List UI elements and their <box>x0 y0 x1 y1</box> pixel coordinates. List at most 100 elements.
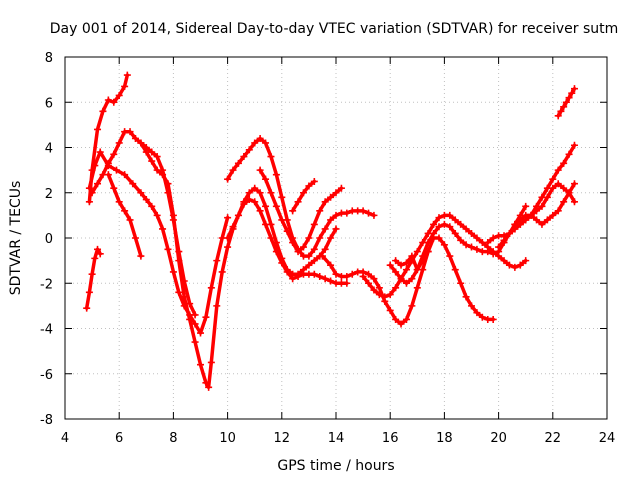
data-point <box>435 234 443 242</box>
data-point <box>164 180 172 188</box>
x-tick-label: 6 <box>115 431 123 446</box>
data-point <box>327 277 335 285</box>
data-point <box>148 202 156 210</box>
data-point <box>245 189 253 197</box>
data-point <box>186 315 194 323</box>
y-tick-label: -8 <box>40 413 53 428</box>
data-point <box>570 180 578 188</box>
data-point <box>191 320 199 328</box>
data-point <box>538 202 546 210</box>
data-point <box>365 209 373 217</box>
data-point <box>197 361 204 369</box>
data-point <box>500 232 508 240</box>
data-point <box>207 284 215 292</box>
y-tick-label: 2 <box>45 187 53 202</box>
x-tick-label: 12 <box>274 431 291 446</box>
data-point <box>299 189 307 197</box>
data-point <box>278 216 286 224</box>
data-point <box>554 166 562 174</box>
data-point <box>543 216 551 224</box>
x-tick-label: 4 <box>61 431 69 446</box>
data-point <box>359 207 367 215</box>
data-point <box>218 268 226 276</box>
data-point <box>137 189 145 197</box>
data-point <box>175 257 183 265</box>
data-point <box>565 189 573 197</box>
grid-lines <box>65 57 607 419</box>
data-point <box>129 180 137 188</box>
data-point <box>123 71 131 79</box>
data-point <box>131 234 139 242</box>
data-series-arc-4 <box>104 171 145 260</box>
data-point <box>408 252 416 260</box>
data-point <box>110 150 118 158</box>
data-point <box>457 236 465 244</box>
data-point <box>549 184 557 192</box>
data-point <box>554 207 562 215</box>
data-point <box>224 234 232 242</box>
data-point <box>321 275 329 283</box>
y-axis-title: SDTVAR / TECUs <box>8 181 24 296</box>
data-point <box>516 261 524 269</box>
data-point <box>153 211 161 219</box>
data-point <box>397 320 405 328</box>
data-point <box>131 134 139 142</box>
data-point <box>440 220 448 228</box>
data-point <box>332 270 340 278</box>
data-point <box>413 248 421 256</box>
data-point <box>175 288 183 296</box>
data-point <box>440 241 448 249</box>
data-point <box>457 220 465 228</box>
data-point <box>164 245 172 253</box>
data-series-arc-9 <box>256 166 345 256</box>
data-point <box>408 302 416 310</box>
series-line <box>225 136 376 258</box>
data-point <box>522 202 530 210</box>
data-point <box>310 270 318 278</box>
data-point <box>262 202 270 210</box>
data-series-arc-1 <box>85 71 131 206</box>
data-point <box>153 153 161 161</box>
data-point <box>251 139 259 147</box>
data-point <box>533 216 541 224</box>
data-point <box>332 211 340 219</box>
data-point <box>191 338 199 346</box>
data-point <box>560 159 568 167</box>
data-point <box>229 166 237 174</box>
data-series-arc-7 <box>224 134 378 260</box>
data-point <box>430 220 438 228</box>
data-point <box>392 284 400 292</box>
data-point <box>332 225 340 233</box>
data-point <box>462 225 470 233</box>
data-point <box>457 279 465 287</box>
data-point <box>316 207 324 215</box>
data-point <box>272 239 280 247</box>
data-point <box>337 184 345 192</box>
data-point <box>262 175 270 183</box>
data-point <box>310 245 318 253</box>
data-point <box>115 139 123 147</box>
data-point <box>321 198 329 206</box>
data-point <box>419 257 427 265</box>
data-point <box>343 209 351 217</box>
data-point <box>538 220 546 228</box>
data-point <box>451 216 459 224</box>
data-point <box>473 309 481 317</box>
data-point <box>83 304 91 312</box>
data-series-arc-18 <box>554 85 578 120</box>
data-point <box>522 257 530 265</box>
data-point <box>110 98 118 106</box>
data-point <box>446 211 454 219</box>
data-point <box>386 261 394 269</box>
data-point <box>256 134 264 142</box>
data-point <box>446 223 454 231</box>
data-point <box>112 166 120 174</box>
data-point <box>251 198 259 206</box>
data-point <box>570 198 578 206</box>
data-point <box>115 198 123 206</box>
data-point <box>272 202 280 210</box>
data-point <box>148 157 156 165</box>
data-point <box>397 275 405 283</box>
data-point <box>137 252 145 260</box>
data-point <box>554 112 562 120</box>
